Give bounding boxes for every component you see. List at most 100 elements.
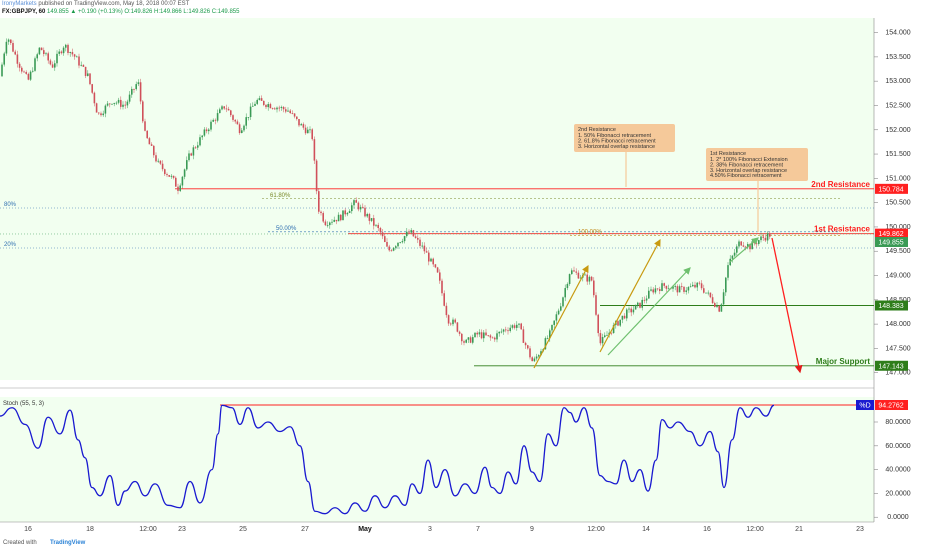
candle-body — [342, 210, 344, 221]
candle-body — [623, 315, 626, 319]
price-tick-label: 148.000 — [885, 321, 910, 328]
candle-body — [265, 104, 267, 108]
candle-body — [654, 288, 657, 293]
candle-body — [487, 335, 489, 337]
candle-body — [720, 304, 723, 312]
candle-body — [518, 323, 520, 325]
candle-body — [232, 115, 234, 120]
candle-body — [571, 270, 573, 275]
candle-body — [186, 160, 188, 170]
candle-body — [32, 70, 34, 72]
annotation-title: 2nd Resistance — [578, 127, 616, 133]
time-tick-label: 23 — [178, 526, 186, 533]
candle-body — [91, 84, 93, 93]
candle-body — [67, 44, 69, 53]
fib-level-label: 50.00% — [276, 226, 297, 232]
created-with-text: Created with — [3, 540, 37, 546]
candle-body — [696, 282, 698, 288]
candle-body — [599, 333, 602, 344]
time-tick-label: 16 — [24, 526, 32, 533]
candle-body — [522, 329, 525, 343]
candle-body — [500, 331, 503, 333]
candle-body — [733, 252, 736, 256]
price-tick-label: 152.000 — [885, 127, 910, 134]
candle-body — [216, 113, 219, 121]
candle-body — [469, 337, 472, 343]
candle-body — [584, 274, 586, 276]
candle-body — [258, 98, 261, 100]
candle-body — [109, 103, 111, 105]
side-label: 20% — [4, 242, 17, 248]
candle-body — [318, 191, 320, 212]
candle-body — [27, 73, 30, 80]
candle-body — [271, 108, 274, 109]
candle-body — [150, 144, 153, 146]
osc-tick-label: 40.0000 — [885, 467, 910, 474]
candle-body — [260, 98, 263, 101]
price-tick-label: 150.000 — [885, 224, 910, 231]
candle-body — [560, 306, 562, 311]
candle-body — [769, 233, 771, 237]
candle-body — [714, 303, 716, 307]
publisher-name[interactable]: IronyMarkets — [2, 1, 37, 7]
oscillator-label: Stoch (55, 5, 3) — [3, 401, 44, 407]
price-tick-label: 147.500 — [885, 345, 910, 352]
trend-arrows — [533, 237, 803, 374]
candle-body — [540, 351, 542, 356]
candle-body — [230, 110, 232, 116]
time-tick-label: 16 — [703, 526, 711, 533]
candle-body — [87, 73, 89, 76]
candle-body — [700, 283, 703, 289]
candle-body — [760, 236, 762, 241]
candle-body — [157, 160, 159, 162]
tradingview-logo[interactable]: TradingView — [50, 540, 86, 546]
price-tick-label: 149.000 — [885, 273, 910, 280]
annotation-line: 1. 2* 100% Fibonacci Extension — [710, 157, 788, 163]
chart-canvas[interactable]: 147.000 147.500 148.000 148.500 149.000 149.5… — [0, 0, 932, 538]
candle-body — [694, 284, 696, 288]
price-tick-label: 152.500 — [885, 102, 910, 109]
candle-body — [192, 147, 195, 156]
published-text: published on TradingView.com, May 18, 20… — [38, 1, 190, 7]
time-tick-label: 7 — [476, 526, 480, 533]
candle-body — [364, 207, 366, 217]
time-tick-label: 27 — [301, 526, 309, 533]
candle-body — [177, 186, 179, 191]
time-tick-label: 9 — [530, 526, 534, 533]
candle-body — [509, 327, 511, 331]
candle-body — [348, 211, 351, 213]
candle-body — [588, 276, 591, 282]
candle-body — [280, 106, 283, 108]
annotation-line: 3. Horizontal overlap resistance — [578, 144, 655, 150]
candle-body — [223, 106, 225, 109]
candle-body — [764, 237, 767, 241]
candle-body — [641, 299, 643, 308]
candle-body — [84, 66, 87, 76]
time-tick-label: May — [358, 526, 372, 533]
candle-body — [549, 330, 551, 339]
candle-body — [650, 289, 652, 291]
candle-body — [562, 297, 564, 307]
candle-body — [483, 332, 485, 339]
candle-body — [749, 244, 751, 250]
candle-body — [441, 280, 443, 294]
candle-body — [399, 242, 401, 244]
candle-body — [357, 202, 360, 210]
candle-body — [606, 334, 608, 336]
fib-level-label: 61.80% — [270, 193, 291, 199]
candle-body — [410, 230, 412, 233]
candle-body — [227, 108, 230, 111]
candle-body — [535, 356, 538, 359]
candle-body — [188, 153, 190, 161]
candle-body — [366, 214, 368, 217]
candle-body — [249, 106, 252, 118]
candle-body — [263, 100, 265, 105]
candle-body — [656, 288, 659, 290]
candle-body — [595, 295, 597, 315]
candle-body — [219, 109, 221, 114]
candle-body — [672, 286, 674, 289]
candle-body — [557, 310, 560, 315]
candle-body — [21, 67, 23, 72]
candle-body — [362, 206, 364, 208]
time-tick-label: 12:00 — [746, 526, 764, 533]
